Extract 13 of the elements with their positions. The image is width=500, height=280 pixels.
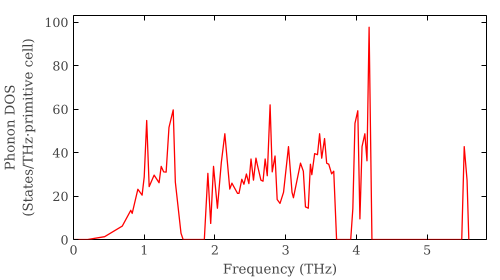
y-tick-label: 60	[52, 102, 69, 118]
y-tick-label: 80	[52, 58, 69, 74]
y-tick-label: 0	[60, 232, 69, 248]
x-tick-label: 1	[140, 242, 148, 258]
y-tick-label: 20	[52, 189, 69, 204]
x-tick-label: 2	[210, 242, 219, 258]
x-tick-label: 5	[423, 242, 432, 258]
x-tick-label: 3	[282, 242, 290, 258]
y-tick-label: 100	[44, 15, 69, 30]
y-axis-title: Phonon DOS (States/THz·primitive cell)	[3, 38, 36, 217]
x-tick-label: 4	[352, 242, 360, 258]
y-tick-label: 40	[52, 146, 69, 161]
x-axis-title: Frequency (THz)	[222, 262, 338, 278]
